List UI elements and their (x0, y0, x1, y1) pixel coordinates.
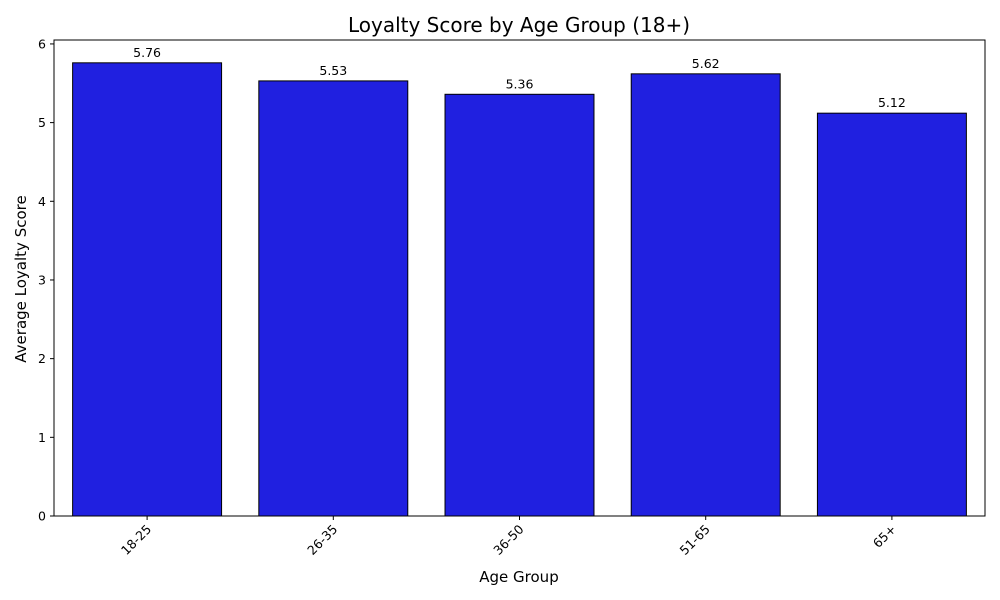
x-tick-label-36-50: 36-50 (490, 521, 526, 557)
data-label-26-35: 5.53 (319, 63, 347, 78)
y-tick-label-1: 1 (38, 430, 46, 445)
y-axis-label: Average Loyalty Score (12, 195, 30, 362)
bar-26-35 (258, 80, 409, 517)
data-label-51-65: 5.62 (692, 56, 720, 71)
data-label-18-25: 5.76 (133, 45, 161, 60)
data-label-65+: 5.12 (878, 95, 906, 110)
x-tick-label-65+: 65+ (870, 522, 899, 551)
bar-36-50 (444, 93, 595, 517)
y-tick-label-3: 3 (38, 272, 46, 287)
bar-18-25 (72, 62, 223, 517)
y-tick-label-4: 4 (38, 194, 46, 209)
y-tick-label-0: 0 (38, 509, 46, 524)
x-tick-label-51-65: 51-65 (677, 522, 713, 558)
x-axis-label: Age Group (479, 568, 558, 586)
plot-area: 5.76 18-25 5.53 26-35 5.36 36-50 5.62 51-65 5.12… (38, 36, 986, 558)
y-tick-label-2: 2 (38, 351, 46, 366)
chart-title: Loyalty Score by Age Group (18+) (348, 13, 690, 37)
x-tick-label-26-35: 26-35 (304, 522, 340, 558)
y-tick-label-6: 6 (38, 36, 46, 51)
data-label-36-50: 5.36 (506, 76, 534, 91)
bar-65+ (816, 112, 967, 517)
x-tick-label-18-25: 18-25 (118, 522, 154, 558)
y-tick-label-5: 5 (38, 115, 46, 130)
bar-51-65 (630, 73, 781, 517)
plot-frame (53, 39, 986, 517)
